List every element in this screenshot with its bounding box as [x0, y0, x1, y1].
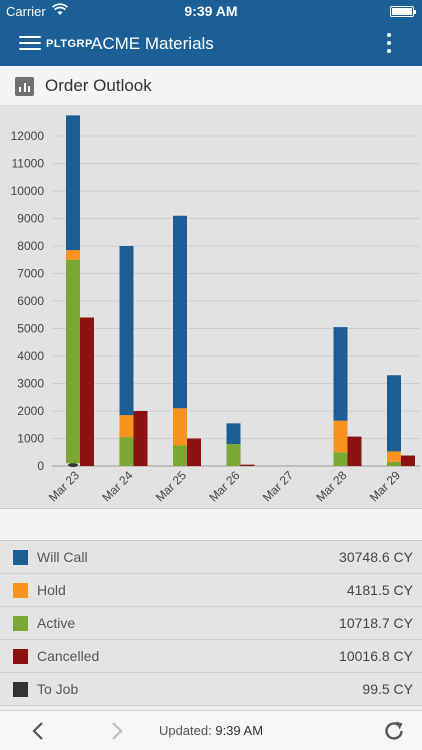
- y-tick-label: 9000: [17, 212, 44, 226]
- forward-chevron-icon[interactable]: [106, 721, 126, 741]
- x-tick-label: Mar 29: [367, 468, 404, 505]
- x-tick-label: Mar 27: [260, 468, 297, 505]
- y-tick-label: 7000: [17, 267, 44, 281]
- brand-logo: PLTGRP: [46, 38, 93, 50]
- bar-segment-to-job: [68, 463, 78, 467]
- legend-row-active: Active 10718.7 CY: [0, 607, 422, 640]
- legend-label: Will Call: [37, 549, 88, 565]
- y-tick-label: 10000: [11, 184, 45, 198]
- bar-segment-hold: [387, 451, 401, 462]
- legend-row-to-job: To Job 99.5 CY: [0, 673, 422, 706]
- y-tick-label: 0: [37, 459, 44, 473]
- legend-value: 10016.8 CY: [339, 648, 413, 664]
- chart-footer-divider: [0, 508, 422, 541]
- bar-segment-will-call: [333, 327, 348, 421]
- status-bar: Carrier 9:39 AM: [0, 0, 422, 22]
- active-swatch: [13, 616, 28, 631]
- legend-label: Active: [37, 615, 76, 631]
- legend-value: 30748.6 CY: [339, 549, 413, 565]
- x-tick-label: Mar 28: [313, 468, 350, 505]
- bar-cancelled: [133, 411, 148, 466]
- bar-segment-active: [387, 461, 401, 466]
- battery-icon: [390, 6, 416, 17]
- bottom-toolbar: Updated: 9:39 AM: [0, 710, 422, 750]
- legend-row-hold: Hold 4181.5 CY: [0, 574, 422, 607]
- to-job-swatch: [13, 682, 28, 697]
- bar-segment-hold: [66, 250, 80, 260]
- bar-segment-active: [173, 445, 187, 466]
- bar-segment-will-call: [66, 115, 80, 251]
- legend-list: Will Call 30748.6 CY Hold 4181.5 CY Acti…: [0, 541, 422, 706]
- bar-segment-active: [119, 437, 134, 466]
- app-title: ACME Materials: [91, 34, 214, 53]
- carrier-label: Carrier: [6, 4, 46, 19]
- y-tick-label: 11000: [12, 157, 45, 171]
- bar-segment-hold: [119, 415, 134, 438]
- y-tick-label: 2000: [17, 404, 44, 418]
- bar-segment-hold: [173, 408, 187, 446]
- bar-segment-hold: [333, 420, 348, 453]
- legend-value: 10718.7 CY: [339, 615, 413, 631]
- bar-cancelled: [347, 436, 362, 466]
- bar-cancelled: [240, 464, 255, 466]
- legend-label: Hold: [37, 582, 66, 598]
- y-tick-label: 12000: [11, 129, 45, 143]
- updated-label: Updated:: [158, 723, 212, 738]
- legend-label: To Job: [37, 681, 79, 697]
- x-tick-label: Mar 23: [46, 468, 83, 505]
- y-tick-label: 8000: [17, 239, 44, 253]
- order-outlook-chart: 0 1000 2000 3000 4000 5000 6000 7000 8000 9000 100…: [0, 106, 422, 508]
- hamburger-menu-icon[interactable]: [19, 33, 41, 53]
- bar-chart-icon: [15, 77, 34, 96]
- app-bar: PLTGRP ACME Materials: [0, 22, 422, 66]
- updated-status: Updated: 9:39 AM: [0, 723, 422, 738]
- will-call-swatch: [13, 550, 28, 565]
- refresh-icon[interactable]: [382, 719, 406, 743]
- bar-cancelled: [80, 317, 94, 466]
- y-tick-label: 4000: [17, 349, 44, 363]
- x-tick-label: Mar 26: [206, 468, 243, 505]
- clock: 9:39 AM: [184, 3, 238, 19]
- section-header: Order Outlook: [0, 66, 422, 106]
- more-options-icon[interactable]: [386, 33, 392, 55]
- cancelled-swatch: [13, 649, 28, 664]
- y-tick-label: 1000: [17, 432, 44, 446]
- x-tick-label: Mar 24: [99, 468, 136, 505]
- bar-segment-active: [66, 259, 80, 464]
- bar-segment-active: [333, 452, 348, 466]
- y-tick-label: 3000: [17, 377, 44, 391]
- legend-row-will-call: Will Call 30748.6 CY: [0, 541, 422, 574]
- legend-value: 99.5 CY: [362, 681, 413, 697]
- y-tick-label: 6000: [17, 294, 44, 308]
- back-chevron-icon[interactable]: [29, 721, 49, 741]
- bar-segment-will-call: [387, 375, 401, 452]
- bar-segment-will-call: [226, 423, 241, 444]
- updated-time: 9:39 AM: [215, 723, 264, 738]
- hold-swatch: [13, 583, 28, 598]
- chart-svg: 0 1000 2000 3000 4000 5000 6000 7000 8000 9000 100…: [11, 115, 420, 505]
- wifi-icon: [52, 3, 68, 20]
- bar-cancelled: [187, 438, 201, 466]
- legend-label: Cancelled: [37, 648, 100, 664]
- legend-value: 4181.5 CY: [346, 582, 413, 598]
- section-title: Order Outlook: [45, 76, 152, 95]
- bar-cancelled: [401, 455, 415, 466]
- legend-row-cancelled: Cancelled 10016.8 CY: [0, 640, 422, 673]
- bar-segment-will-call: [173, 215, 187, 409]
- y-tick-label: 5000: [17, 322, 44, 336]
- bar-segment-active: [226, 444, 241, 466]
- x-tick-label: Mar 25: [153, 468, 190, 505]
- bar-segment-will-call: [119, 246, 134, 416]
